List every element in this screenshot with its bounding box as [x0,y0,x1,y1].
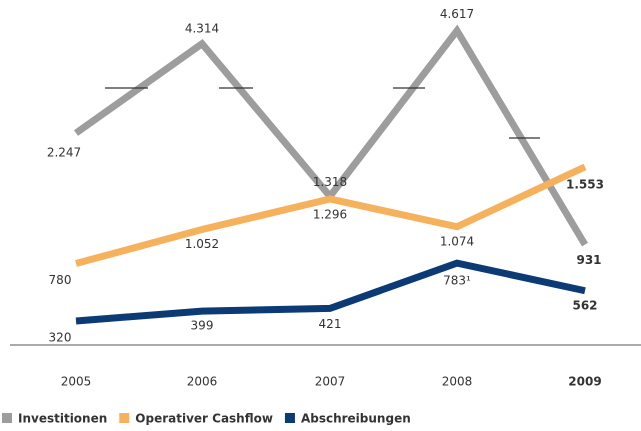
value-label: 1.553 [566,177,604,191]
value-label: 4.314 [185,21,219,35]
value-label: 399 [191,319,214,333]
legend-label: Abschreibungen [301,412,411,426]
legend-label: Operativer Cashflow [135,412,273,426]
value-label: 2.247 [47,146,81,160]
value-label: 1.296 [313,208,347,222]
value-label: 1.318 [313,175,347,189]
series-line [75,163,587,267]
x-tick-label: 2006 [187,375,218,389]
x-tick-label: 2005 [61,375,92,389]
series-line [75,259,586,325]
value-label: 562 [572,298,597,312]
lines [73,24,589,325]
break-marks [105,87,540,139]
x-tick-label: 2009 [568,375,601,389]
x-tick-label: 2007 [315,375,346,389]
value-label: 320 [49,331,72,345]
x-tick-label: 2008 [442,375,473,389]
legend-swatch [284,413,295,423]
value-label: 780 [49,273,72,287]
value-label: 4.617 [440,7,474,21]
legend-label: Investitionen [18,412,107,426]
value-label: 931 [576,253,601,267]
value-label: 1.052 [185,237,219,251]
value-label: 1.074 [440,234,474,248]
value-label: 421 [319,317,342,331]
legend-swatch [2,413,12,423]
legend-swatch [119,413,130,423]
value-label: 783¹ [443,274,471,288]
